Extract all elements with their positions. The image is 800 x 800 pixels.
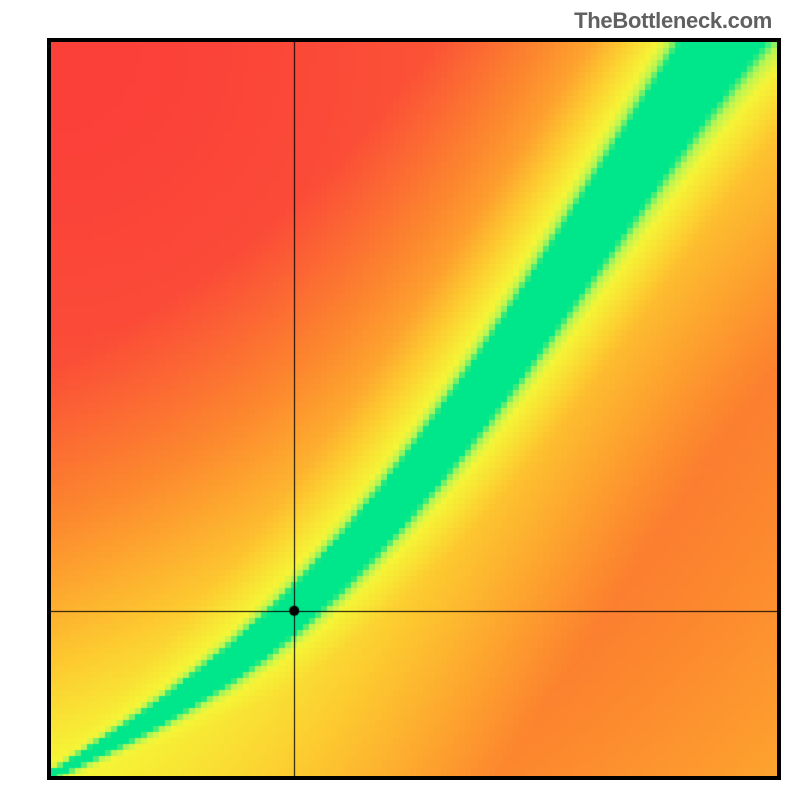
crosshair-canvas <box>51 42 777 776</box>
watermark-text: TheBottleneck.com <box>574 8 772 34</box>
heatmap-plot <box>47 38 781 780</box>
